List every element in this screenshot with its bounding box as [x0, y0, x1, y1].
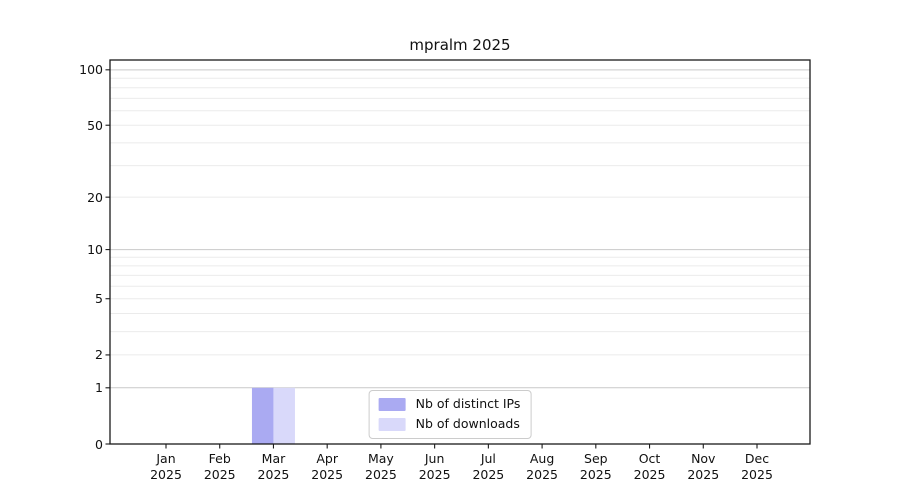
legend-swatch-downloads — [378, 417, 406, 431]
legend-label-distinct-ips: Nb of distinct IPs — [415, 396, 521, 411]
bar-distinct-ips — [251, 387, 274, 444]
legend-entry-distinct-ips: Nb of distinct IPs — [378, 396, 521, 412]
bar-downloads — [273, 387, 295, 444]
legend: Nb of distinct IPs Nb of downloads — [368, 390, 532, 439]
chart-title: mpralm 2025 — [409, 36, 511, 54]
legend-swatch-distinct-ips — [378, 397, 406, 411]
plot-border — [109, 59, 811, 445]
legend-entry-downloads: Nb of downloads — [378, 416, 521, 432]
legend-label-downloads: Nb of downloads — [415, 416, 520, 431]
